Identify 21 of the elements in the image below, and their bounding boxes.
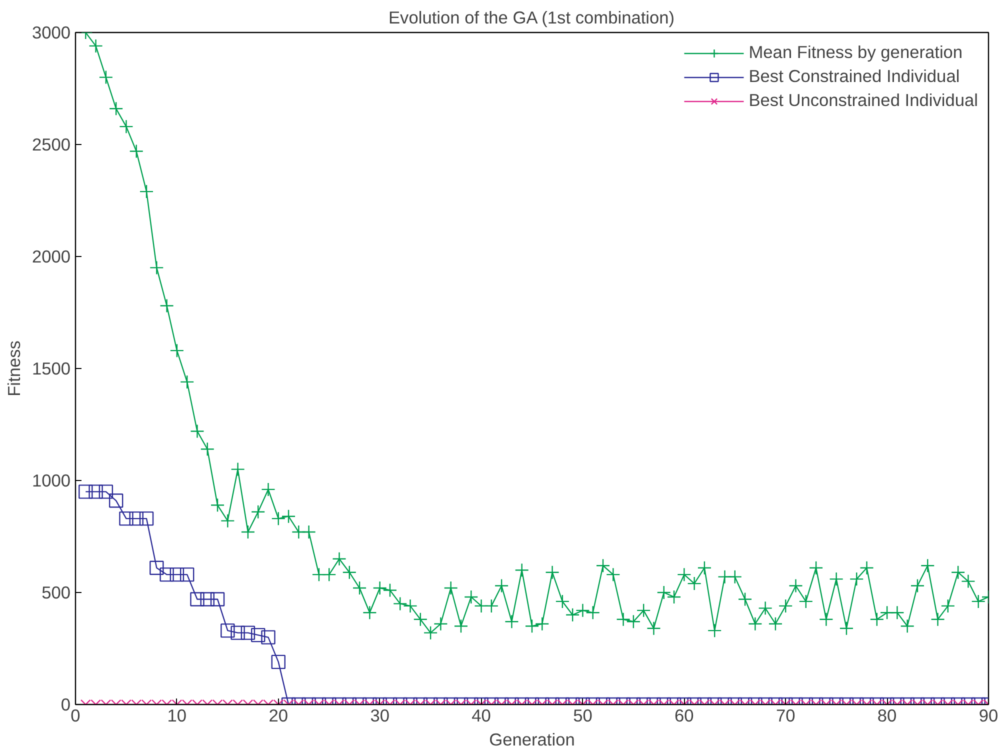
legend-label: Mean Fitness by generation [748,42,963,63]
x-tick-label: 10 [167,706,187,726]
x-tick-label: 30 [370,706,390,726]
y-tick-label: 2000 [32,246,71,266]
y-tick-label: 3000 [32,22,71,42]
y-tick-label: 500 [42,582,71,602]
legend-label: Best Unconstrained Individual [748,90,978,111]
x-tick-label: 60 [674,706,694,726]
x-tick-label: 50 [573,706,592,726]
x-tick-label: 80 [877,706,897,726]
y-axis-title: Fitness [4,340,24,396]
y-tick-label: 1000 [32,470,71,490]
x-axis-title: Generation [489,730,575,750]
x-tick-label: 20 [268,706,288,726]
chart-title: Evolution of the GA (1st combination) [388,8,675,28]
y-tick-label: 1500 [32,358,71,378]
x-tick-label: 40 [472,706,491,726]
x-tick-label: 90 [978,706,998,726]
legend-label: Best Constrained Individual [748,66,960,87]
x-tick-label: 70 [776,706,796,726]
y-tick-label: 2500 [32,134,71,154]
